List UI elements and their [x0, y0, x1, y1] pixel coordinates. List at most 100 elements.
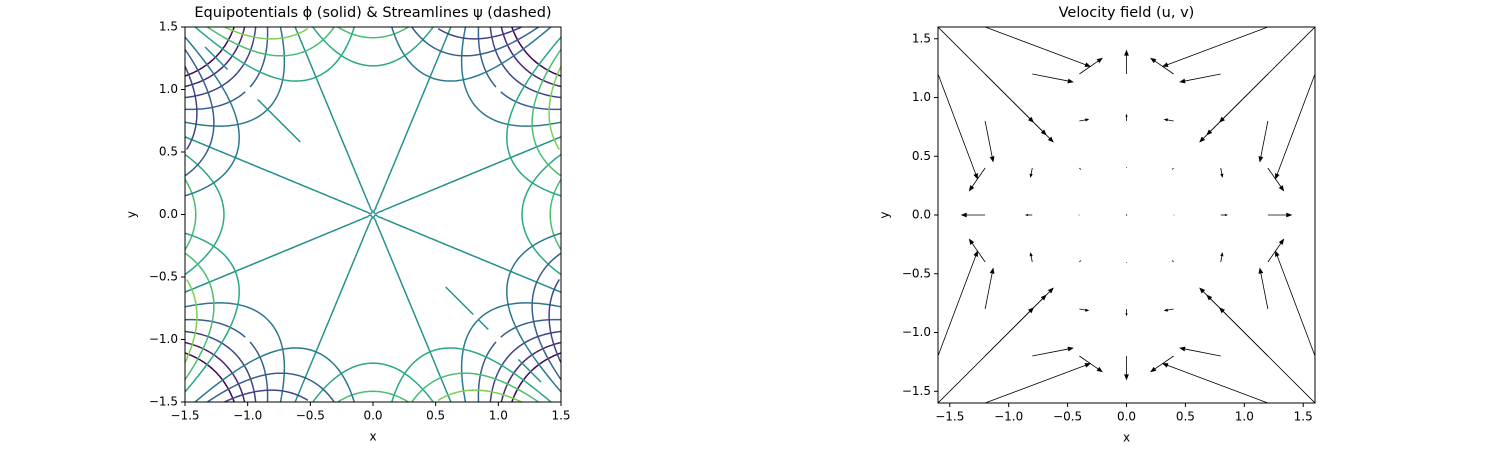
- arrow-shaft: [1221, 309, 1269, 357]
- arrow-shaft: [1165, 27, 1269, 66]
- velocity-arrow: [1275, 73, 1315, 180]
- equipotential-line: [185, 27, 561, 402]
- velocity-arrow: [1220, 167, 1224, 178]
- arrow-head: [1278, 185, 1285, 192]
- arrow-head: [989, 156, 995, 163]
- velocity-arrow: [984, 27, 1091, 67]
- velocity-arrow: [1179, 346, 1221, 357]
- streamline: [185, 27, 561, 402]
- chart-title: Equipotentials ϕ (solid) & Streamlines ψ…: [194, 5, 551, 21]
- velocity-arrow: [1079, 308, 1090, 312]
- x-tick-label: 0.0: [1117, 410, 1136, 424]
- velocity-arrow: [1079, 118, 1090, 122]
- velocity-arrow: [1267, 167, 1285, 192]
- arrow-shaft: [1314, 121, 1315, 124]
- arrow-head: [1278, 238, 1285, 245]
- arrow-head: [1124, 374, 1129, 381]
- arrow-shaft: [1201, 27, 1315, 141]
- x-axis-label: x: [369, 430, 376, 444]
- streamline: [185, 27, 561, 402]
- arrow-head: [1199, 287, 1206, 294]
- x-tick-label: 1.5: [551, 409, 570, 423]
- arrow-shaft: [970, 167, 986, 189]
- arrow-head: [1220, 173, 1224, 178]
- velocity-arrow: [984, 267, 995, 310]
- arrow-head: [1258, 267, 1264, 274]
- velocity-arrow: [1258, 267, 1269, 310]
- arrow-head: [1116, 444, 1122, 450]
- arrow-shaft: [1267, 167, 1283, 189]
- velocity-arrow: [1267, 238, 1285, 263]
- x-axis-label: x: [1123, 431, 1130, 445]
- arrow-head: [1326, 230, 1331, 236]
- arrow-shaft: [1152, 59, 1174, 75]
- y-tick-label: −0.5: [902, 266, 931, 280]
- velocity-arrow: [938, 250, 978, 357]
- equipotential-line: [185, 27, 561, 402]
- arrow-head: [1258, 156, 1264, 163]
- arrow-shaft: [938, 27, 1052, 141]
- y-tick-label: 1.0: [159, 82, 178, 96]
- arrow-shaft: [938, 253, 977, 357]
- streamline: [185, 27, 561, 402]
- velocity-arrow: [938, 261, 939, 262]
- velocity-arrow: [1219, 307, 1269, 357]
- y-tick-label: −1.0: [149, 332, 178, 346]
- streamline: [204, 46, 542, 383]
- x-tick-label: 0.5: [1176, 410, 1195, 424]
- velocity-arrow: [1079, 355, 1103, 373]
- arrow-shaft: [1314, 168, 1315, 169]
- velocity-arrow: [1267, 212, 1293, 218]
- y-tick-label: 0.5: [159, 145, 178, 159]
- y-tick-label: −0.5: [149, 270, 178, 284]
- arrow-head: [1356, 220, 1362, 226]
- arrow-head: [973, 250, 978, 257]
- velocity-arrow: [1131, 402, 1174, 450]
- x-tick-label: −1.0: [994, 410, 1023, 424]
- arrow-shaft: [984, 270, 993, 310]
- arrow-head: [1171, 168, 1173, 170]
- velocity-arrow: [1171, 167, 1174, 170]
- arrow-head: [1356, 205, 1362, 211]
- arrow-shaft: [1079, 402, 1080, 403]
- velocity-arrow: [938, 27, 1054, 143]
- arrow-head: [1125, 113, 1128, 117]
- velocity-arrow: [1206, 294, 1222, 310]
- arrow-head: [922, 194, 927, 200]
- velocity-arrow: [1029, 167, 1033, 178]
- arrow-shaft: [984, 309, 1032, 357]
- arrow-head: [1367, 213, 1373, 218]
- velocity-arrow: [1314, 121, 1315, 124]
- arrow-head: [1047, 136, 1054, 143]
- arrow-head: [1067, 78, 1074, 84]
- arrow-shaft: [984, 364, 1088, 403]
- velocity-arrow: [1125, 113, 1128, 121]
- velocity-arrow: [938, 168, 939, 169]
- arrow-head: [973, 173, 978, 180]
- arrow-head: [1029, 252, 1033, 257]
- equipotential-line: [185, 27, 561, 402]
- velocity-arrow: [1163, 308, 1174, 312]
- arrow-head: [1163, 308, 1168, 312]
- velocity-arrow: [1162, 27, 1269, 67]
- arrow-head: [968, 185, 975, 192]
- arrow-head: [1084, 62, 1091, 67]
- arrow-head: [1131, 444, 1137, 450]
- arrow-shaft: [984, 27, 1088, 66]
- x-tick-label: −1.5: [935, 410, 964, 424]
- arrow-head: [1084, 363, 1091, 368]
- arrow-head: [1150, 57, 1157, 64]
- arrow-shaft: [1173, 402, 1174, 403]
- axes-frame: [184, 26, 562, 403]
- arrow-shaft: [1031, 296, 1045, 310]
- velocity-arrow: [1275, 250, 1315, 357]
- x-tick-label: −1.0: [233, 409, 262, 423]
- velocity-arrow: [984, 363, 1091, 403]
- quiver-plot: [922, 27, 1373, 450]
- arrow-head: [1029, 173, 1033, 178]
- arrow-head: [1096, 366, 1103, 373]
- arrow-shaft: [1032, 348, 1071, 357]
- arrow-head: [1085, 308, 1090, 312]
- velocity-arrow: [1179, 73, 1221, 84]
- velocity-arrow: [960, 212, 986, 218]
